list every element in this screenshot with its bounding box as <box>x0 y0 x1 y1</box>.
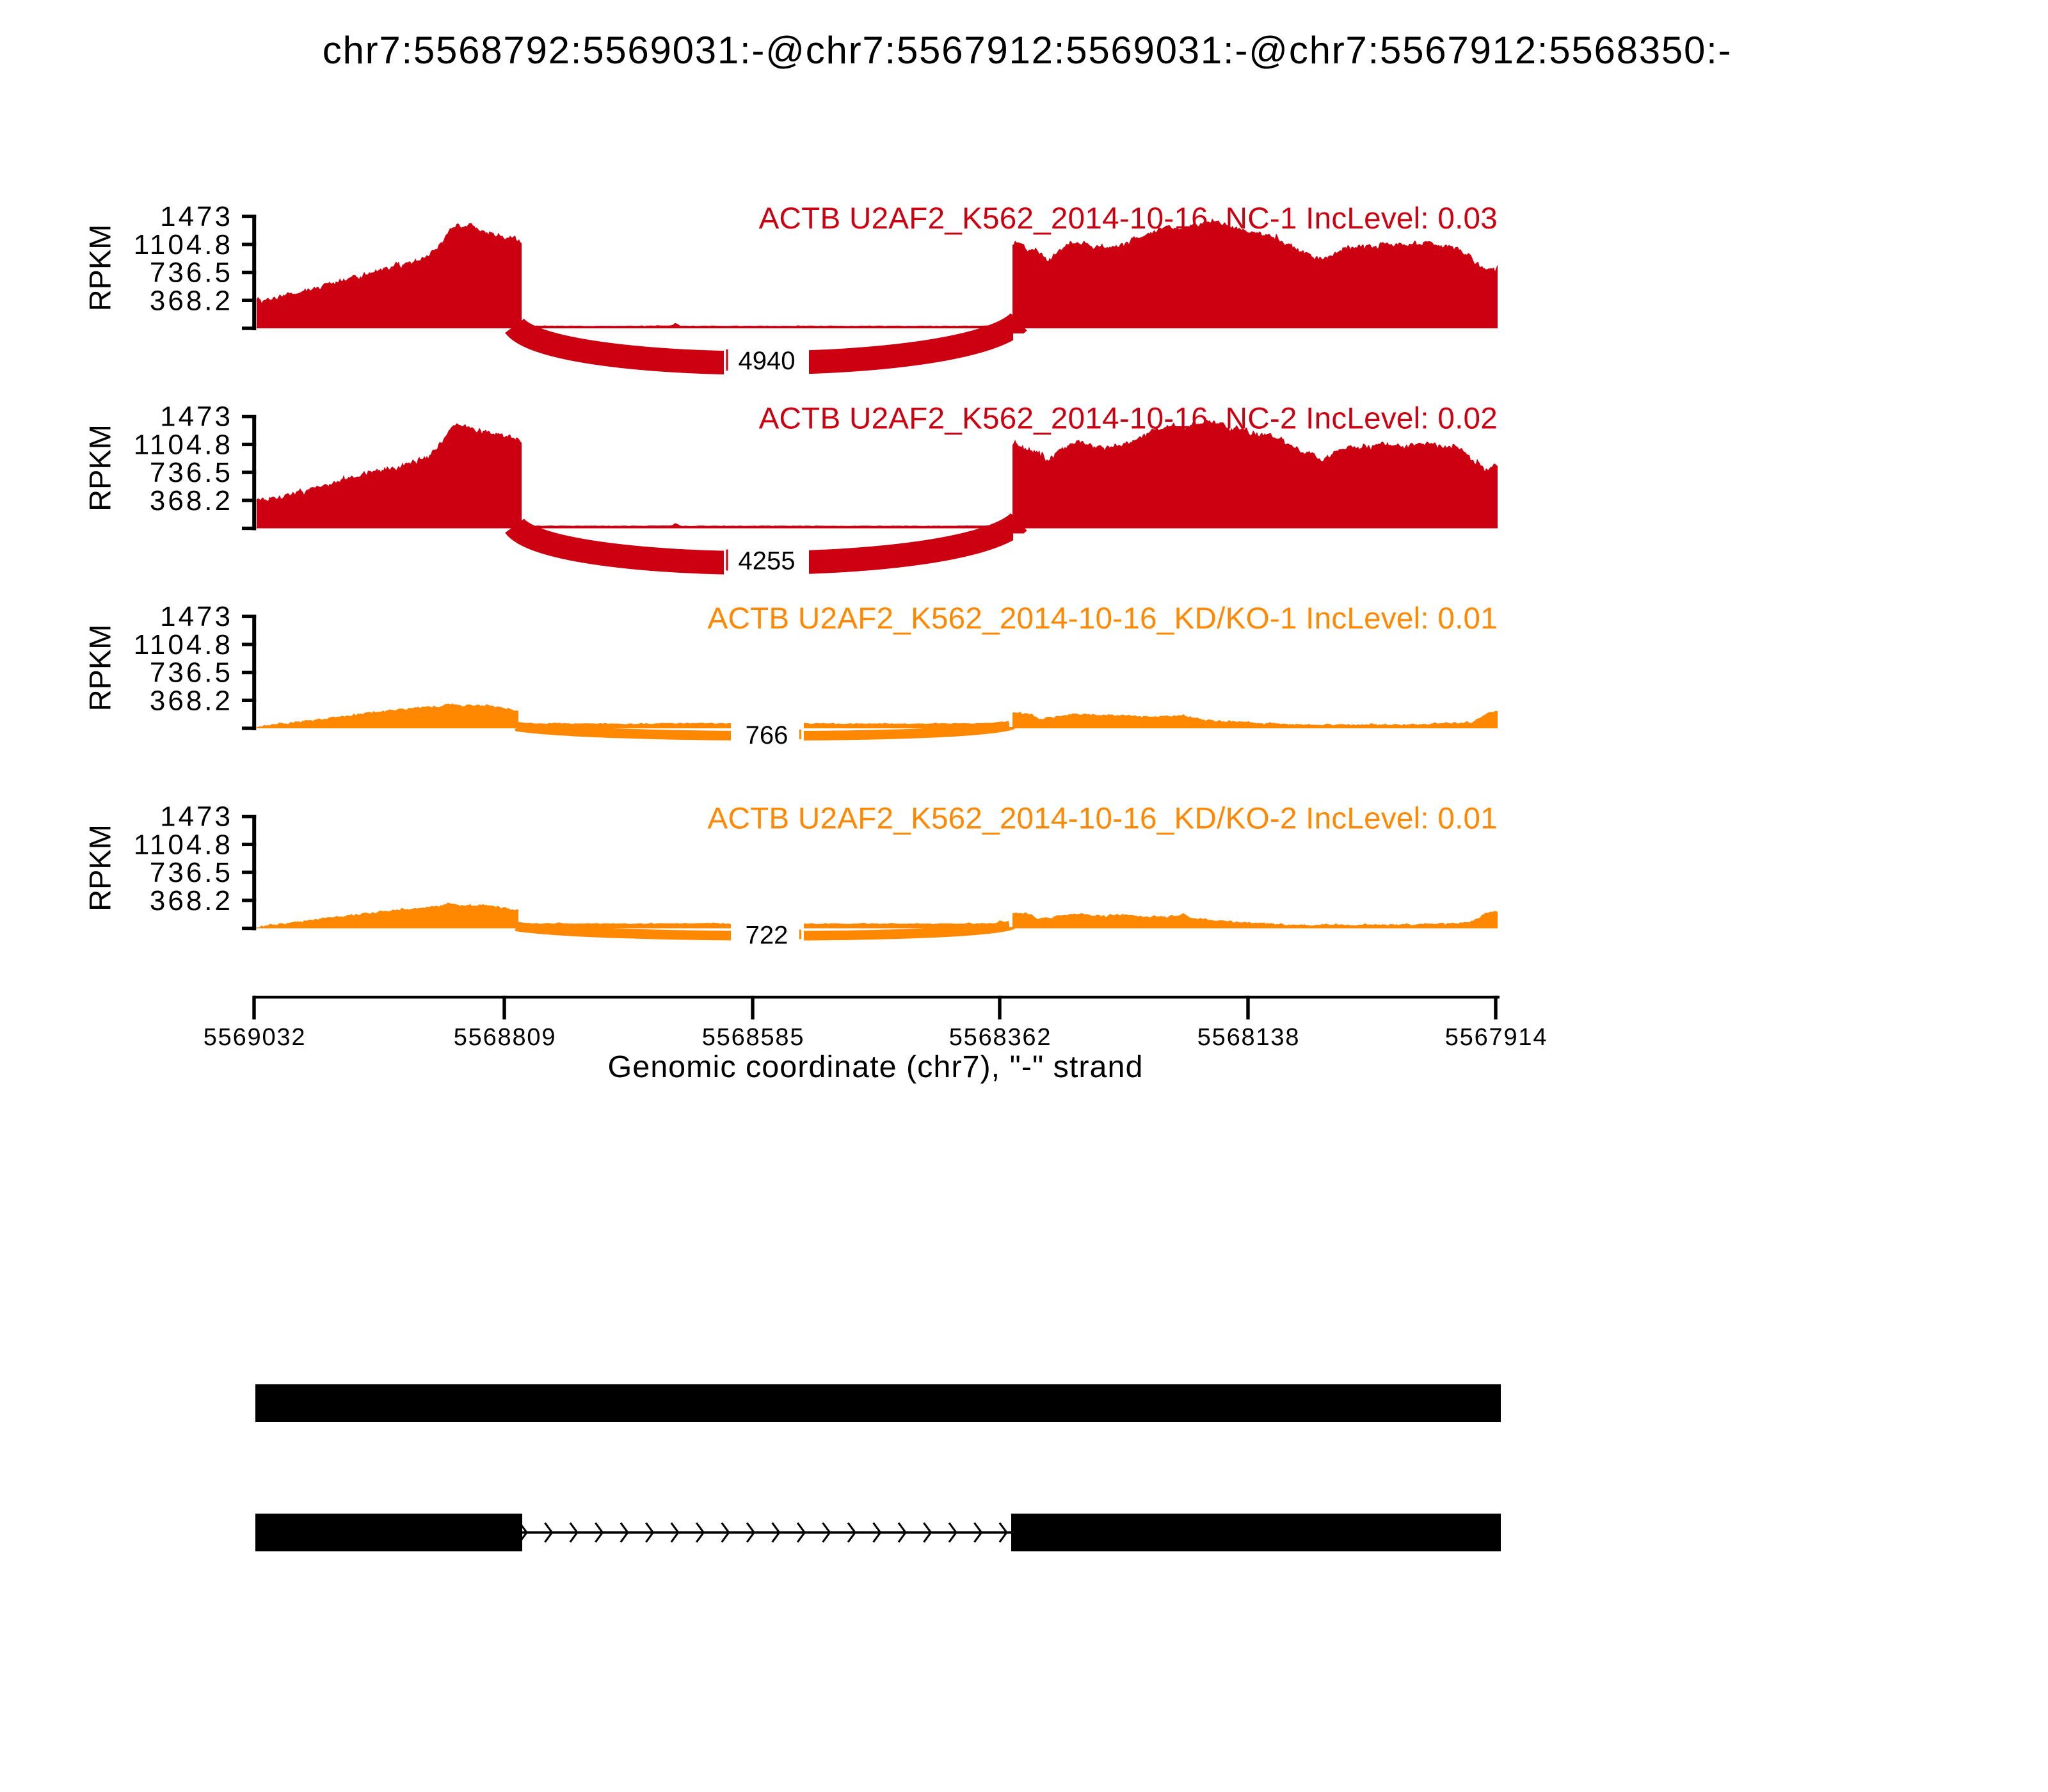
svg-text:5568585: 5568585 <box>702 1024 805 1051</box>
svg-text:1104.8: 1104.8 <box>134 229 233 260</box>
svg-text:368.2: 368.2 <box>150 685 233 716</box>
svg-text:5568138: 5568138 <box>1197 1024 1300 1051</box>
svg-text:722: 722 <box>746 922 788 950</box>
svg-text:1104.8: 1104.8 <box>134 829 233 860</box>
svg-text:1473: 1473 <box>160 601 233 632</box>
svg-text:736.5: 736.5 <box>150 457 233 488</box>
svg-text:5568362: 5568362 <box>949 1024 1052 1051</box>
svg-text:766: 766 <box>746 721 788 749</box>
svg-text:4940: 4940 <box>739 347 796 375</box>
svg-text:368.2: 368.2 <box>150 885 233 916</box>
svg-text:chr7:5568792:5569031:-@chr7:55: chr7:5568792:5569031:-@chr7:5567912:5569… <box>323 29 1732 72</box>
svg-text:ACTB U2AF2_K562_2014-10-16_NC-: ACTB U2AF2_K562_2014-10-16_NC-2 IncLevel… <box>759 402 1498 436</box>
svg-text:Genomic coordinate (chr7), "-": Genomic coordinate (chr7), "-" strand <box>608 1050 1144 1084</box>
svg-text:5569032: 5569032 <box>204 1024 307 1051</box>
svg-text:RPKM: RPKM <box>83 625 117 712</box>
svg-text:1104.8: 1104.8 <box>134 429 233 460</box>
svg-text:368.2: 368.2 <box>150 285 233 316</box>
svg-text:368.2: 368.2 <box>150 485 233 516</box>
svg-text:ACTB U2AF2_K562_2014-10-16_KD/: ACTB U2AF2_K562_2014-10-16_KD/KO-2 IncLe… <box>707 802 1498 836</box>
svg-text:736.5: 736.5 <box>150 857 233 888</box>
svg-text:5567914: 5567914 <box>1445 1024 1548 1051</box>
svg-text:1104.8: 1104.8 <box>134 629 233 660</box>
svg-text:1473: 1473 <box>160 401 233 433</box>
svg-text:RPKM: RPKM <box>83 225 117 312</box>
svg-text:4255: 4255 <box>739 547 796 575</box>
svg-text:1473: 1473 <box>160 201 233 232</box>
svg-text:ACTB U2AF2_K562_2014-10-16_KD/: ACTB U2AF2_K562_2014-10-16_KD/KO-1 IncLe… <box>707 602 1498 636</box>
svg-text:RPKM: RPKM <box>83 824 117 911</box>
svg-text:736.5: 736.5 <box>150 257 233 289</box>
svg-text:736.5: 736.5 <box>150 657 233 689</box>
svg-text:1473: 1473 <box>160 801 233 833</box>
svg-text:RPKM: RPKM <box>83 424 117 511</box>
svg-text:ACTB U2AF2_K562_2014-10-16_NC-: ACTB U2AF2_K562_2014-10-16_NC-1 IncLevel… <box>759 202 1498 236</box>
svg-text:5568809: 5568809 <box>454 1024 557 1051</box>
